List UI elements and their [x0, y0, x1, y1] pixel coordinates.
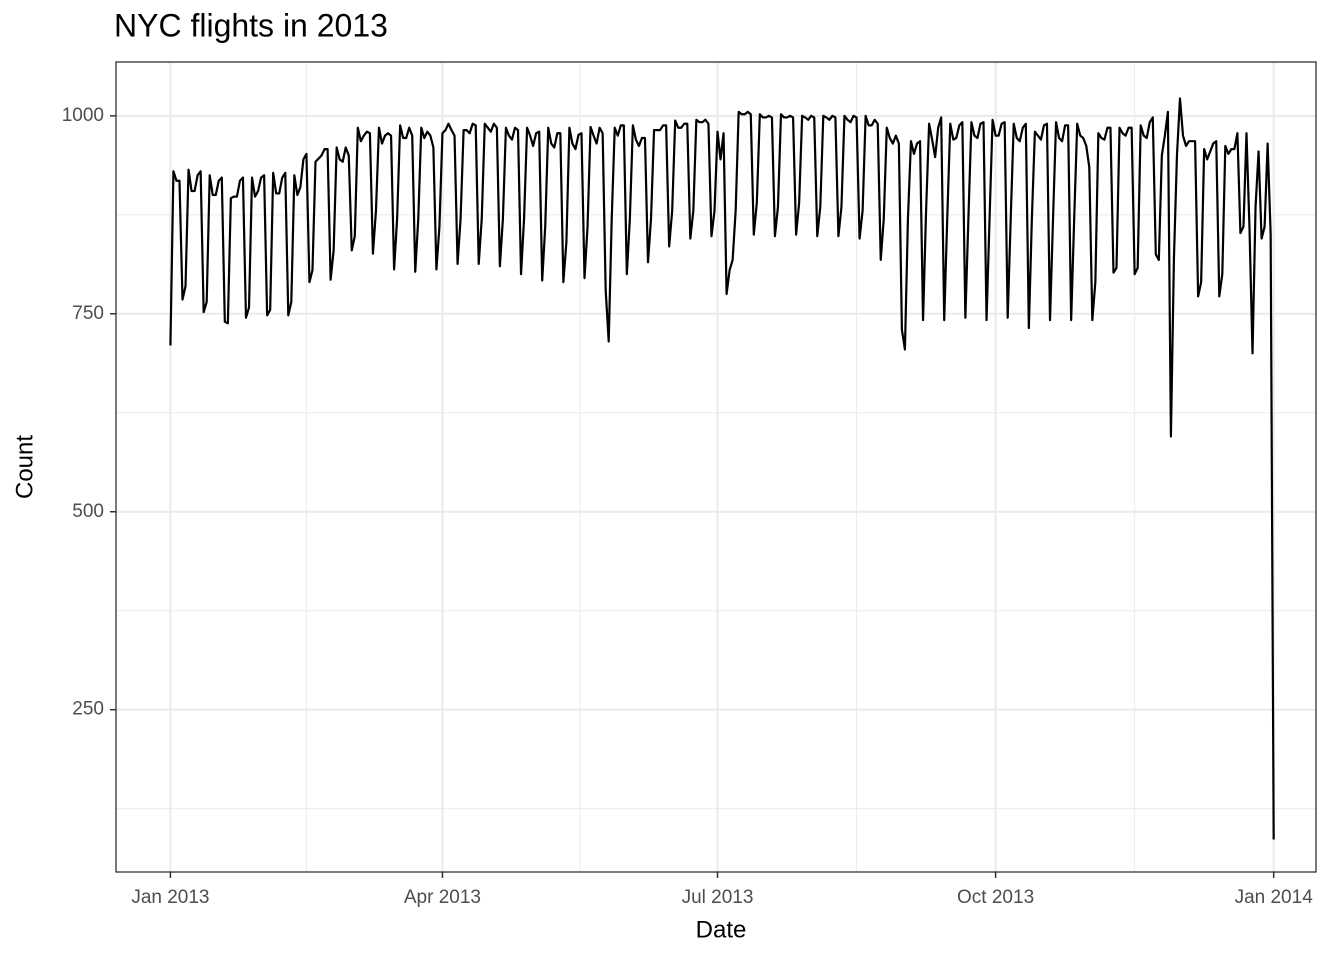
y-tick-label: 1000: [62, 105, 104, 126]
x-tick-label: Oct 2013: [957, 887, 1034, 908]
x-axis-title: Date: [696, 916, 747, 943]
x-tick-label: Jan 2013: [131, 887, 209, 908]
x-tick-label: Apr 2013: [404, 887, 481, 908]
y-tick-label: 500: [72, 501, 104, 522]
chart-title: NYC flights in 2013: [114, 7, 388, 43]
panel-border: [115, 61, 1317, 873]
x-tick-label: Jul 2013: [682, 887, 754, 908]
y-tick-label: 750: [72, 303, 104, 324]
data-line: [169, 97, 1275, 840]
y-axis-title: Count: [11, 435, 38, 499]
grid: [116, 62, 1316, 872]
x-tick-label: Jan 2014: [1235, 887, 1314, 908]
y-tick-label: 250: [72, 699, 104, 720]
